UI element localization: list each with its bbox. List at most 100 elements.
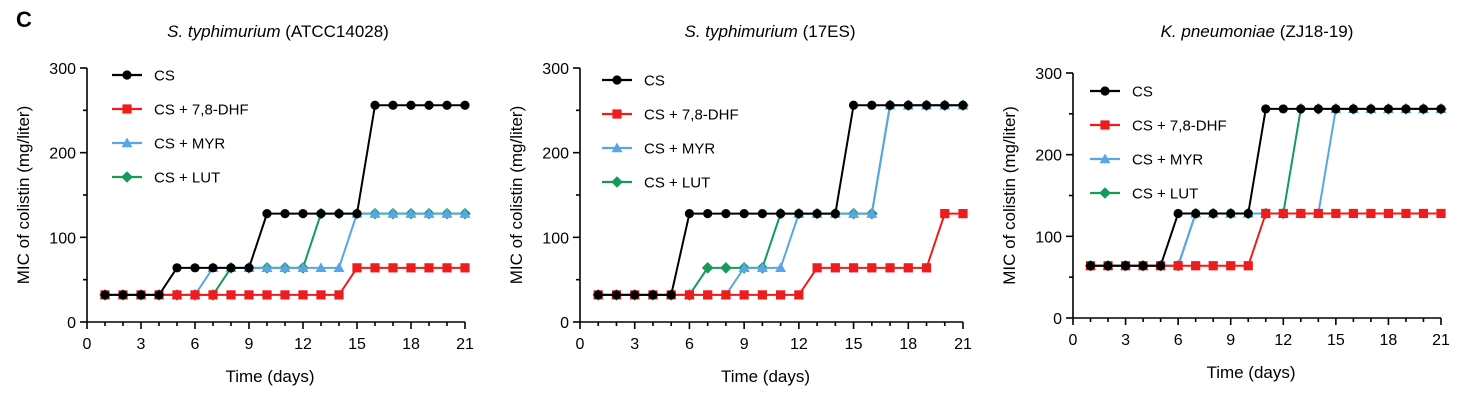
legend-label: CS + MYR [1132,152,1203,169]
data-point [315,262,327,273]
legend-item: CS + MYR [112,136,225,153]
series-line [1090,212,1441,267]
x-tick-label: 3 [137,336,146,353]
data-point [666,290,676,300]
data-point [208,290,218,300]
data-point [262,209,272,219]
legend-item: CS + LUT [1090,186,1198,203]
data-point [867,100,877,110]
data-point [280,209,290,219]
data-point [794,290,804,300]
data-point [1296,208,1306,219]
series-1 [593,209,968,300]
data-point [812,263,822,273]
data-point [1296,104,1306,114]
data-point [1120,261,1131,271]
chart-title-species: S. typhimurium [684,22,797,41]
chart-title: K. pneumoniae (ZJ18-19) [1161,22,1354,41]
y-tick-label: 200 [1035,148,1062,165]
series-line [105,212,465,296]
y-tick-label: 100 [542,230,569,247]
legend-label: CS + 7,8-DHF [644,107,739,124]
x-tick-label: 12 [294,336,312,353]
legend-item: CS + MYR [1090,152,1203,169]
data-point [226,290,236,300]
data-point [369,208,381,218]
legend-marker [122,70,132,80]
data-point [1313,208,1323,219]
data-point [388,100,398,110]
data-point [1436,208,1446,219]
data-point [1226,261,1236,271]
x-tick-label: 21 [456,336,474,353]
data-point [720,262,732,274]
data-point [1243,208,1253,219]
x-tick-label: 6 [191,336,200,353]
data-point [352,263,362,273]
legend-label: CS + LUT [154,170,220,187]
data-point [1085,261,1096,271]
data-point [757,209,767,219]
data-point [190,290,200,300]
data-point [848,208,860,218]
x-tick-label: 9 [245,336,254,353]
data-point [460,263,470,273]
data-point [208,263,218,273]
series-line [105,212,465,296]
series-2 [99,208,471,300]
legend-marker [611,142,623,153]
axes: 0 100 200 300 0 3 6 9 12 15 18 21 [1035,66,1450,349]
data-point [424,263,434,273]
data-point [297,262,309,273]
x-tick-label: 9 [1226,332,1235,349]
legend-label: CS + MYR [644,141,715,158]
x-tick-label: 9 [740,336,749,353]
data-point [172,290,182,300]
series-0 [593,100,968,300]
data-point [406,100,416,110]
legend-label: CS [154,68,175,85]
chart-title-strain: (ATCC14028) [285,22,389,41]
data-point [721,209,731,219]
y-tick-label: 300 [49,61,76,78]
data-point [921,100,932,110]
plot-layer: 0 100 200 300 0 3 6 9 12 15 18 21 CS CS + 7,8-DHF CS +… [1035,66,1450,349]
chart-title: S. typhimurium (17ES) [684,22,855,41]
data-point [1366,104,1376,114]
legend-label: CS + LUT [644,175,710,192]
y-tick-label: 100 [49,230,76,247]
data-point [848,100,859,110]
legend-item: CS [602,73,665,90]
data-point [738,262,750,273]
x-tick-label: 18 [402,336,420,353]
legend-item: CS + 7,8-DHF [602,107,739,124]
data-point [261,262,273,273]
y-tick-label: 0 [1053,311,1062,328]
data-point [334,290,344,300]
legend-marker [612,109,622,119]
data-point [776,209,786,219]
data-point [1243,261,1253,271]
data-point [1191,261,1201,271]
data-point [958,100,968,110]
data-point [1173,208,1183,219]
legend-marker [612,75,622,85]
data-point [1261,208,1271,219]
data-point [684,209,695,219]
data-point [1208,208,1218,219]
x-tick-label: 0 [576,336,585,353]
data-point [830,263,840,273]
legend-label: CS + MYR [154,136,225,153]
legend-label: CS + 7,8-DHF [1132,118,1227,135]
plot-layer: 0 100 200 300 0 3 6 9 12 15 18 21 CS CS + 7,8-DHF CS +… [49,61,474,353]
data-point [298,209,308,219]
chart-atcc14028: S. typhimurium (ATCC14028) MIC of colist… [14,22,474,386]
data-point [333,262,345,273]
series-1 [100,263,470,300]
y-tick-label: 300 [542,61,569,78]
legend-marker [1099,187,1111,199]
data-point [244,290,254,300]
data-point [739,290,749,300]
data-point [154,290,164,300]
